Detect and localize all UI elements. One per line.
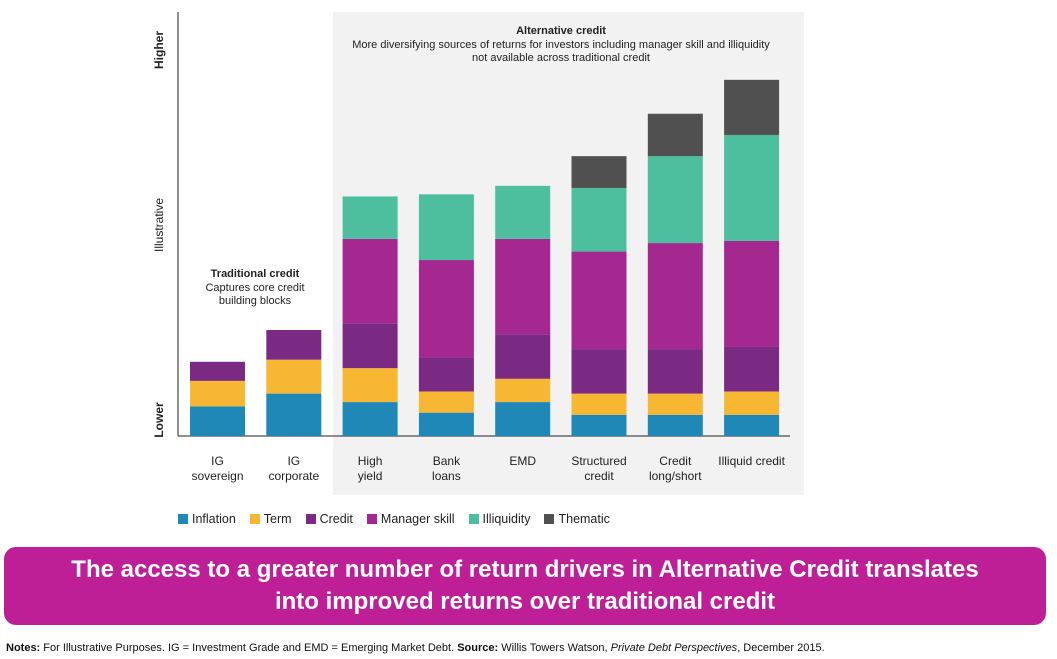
bar-segment-credit — [724, 346, 780, 392]
summary-banner: The access to a greater number of return… — [4, 547, 1046, 625]
x-tick-label: Credit — [659, 454, 692, 468]
banner-line-2: into improved returns over traditional c… — [274, 588, 776, 615]
bar-segment-term — [724, 391, 780, 415]
legend-label: Thematic — [558, 512, 610, 526]
y-axis-bottom-label: Lower — [152, 402, 166, 438]
bar-segment-credit — [571, 349, 627, 394]
legend-item: Thematic — [544, 512, 610, 526]
bar-segment-thematic — [724, 79, 780, 135]
notes-text-3: , December 2015. — [737, 642, 825, 654]
legend-label: Illiquidity — [482, 512, 531, 526]
legend-item: Manager skill — [366, 512, 455, 526]
x-tick-label: loans — [432, 469, 461, 483]
legend-label: Term — [263, 512, 292, 526]
notes-text-2: Willis Towers Watson, — [498, 642, 611, 654]
x-tick-label: credit — [584, 469, 614, 483]
publication-title: Private Debt Perspectives — [610, 642, 738, 654]
x-tick-label: corporate — [268, 469, 319, 483]
bar-segment-thematic — [647, 113, 703, 157]
legend-swatch — [544, 514, 555, 524]
legend-swatch — [178, 514, 188, 524]
source-label: Source: — [457, 642, 499, 654]
x-tick-label: sovereign — [191, 469, 243, 483]
bar-segment-illiquidity — [342, 196, 398, 239]
legend-label: Inflation — [192, 512, 236, 526]
bar-segment-manager-skill — [495, 238, 551, 335]
alternative-credit-description: More diversifying sources of returns for… — [352, 39, 770, 51]
bar-segment-illiquidity — [724, 134, 780, 241]
bar-segment-illiquidity — [418, 194, 474, 261]
chart-legend: Inflation Term Credit Manager skill Illiquid… — [178, 512, 624, 526]
bar-segment-term — [571, 393, 627, 415]
bar-segment-credit — [495, 334, 551, 379]
legend-swatch — [305, 514, 316, 524]
bar-segment-inflation — [266, 393, 322, 436]
x-tick-label: IG — [287, 454, 300, 468]
bar-segment-manager-skill — [647, 243, 703, 350]
y-axis-title: Illustrative — [152, 198, 166, 252]
bar-segment-credit — [342, 323, 398, 369]
legend-swatch — [468, 514, 479, 524]
legend-item: Inflation — [178, 512, 236, 526]
bar-segment-manager-skill — [724, 240, 780, 347]
bar-segment-inflation — [342, 402, 398, 436]
y-axis-top-label: Higher — [152, 31, 166, 69]
legend-swatch — [366, 514, 377, 524]
bar-segment-inflation — [418, 412, 474, 436]
bar-segment-term — [495, 378, 551, 403]
bar-segment-credit — [190, 361, 245, 381]
alternative-credit-description: not available across traditional credit — [472, 52, 650, 64]
x-tick-label: Structured — [571, 454, 626, 468]
legend-item: Credit — [305, 512, 353, 526]
x-tick-label: High — [358, 454, 383, 468]
traditional-credit-title: Traditional credit — [211, 268, 300, 280]
legend-item: Term — [249, 512, 292, 526]
x-tick-label: IG — [211, 454, 224, 468]
legend-label: Credit — [319, 512, 353, 526]
bar-segment-term — [190, 380, 245, 407]
bar-segment-inflation — [571, 414, 627, 436]
bar-segment-term — [342, 368, 398, 403]
bar-segment-inflation — [724, 414, 780, 436]
bar-segment-thematic — [571, 156, 627, 188]
bar-segment-credit — [418, 357, 474, 392]
legend-label: Manager skill — [380, 512, 455, 526]
legend-swatch — [249, 514, 260, 524]
bar-segment-inflation — [190, 406, 245, 436]
bar-segment-manager-skill — [418, 260, 474, 358]
alternative-credit-title: Alternative credit — [516, 25, 606, 37]
bar-segment-term — [418, 391, 474, 413]
legend-item: Illiquidity — [468, 512, 531, 526]
bar-segment-term — [647, 393, 703, 415]
x-tick-label: yield — [358, 469, 383, 483]
bar-segment-illiquidity — [495, 185, 551, 239]
bar-segment-term — [266, 359, 322, 394]
stacked-bar-chart: HigherIllustrativeLowerIGsovereignIGcorp… — [152, 12, 804, 495]
notes-label: Notes: — [6, 642, 41, 654]
traditional-credit-description: Captures core credit — [205, 282, 304, 294]
bar-segment-credit — [647, 349, 703, 394]
x-tick-label: Bank — [433, 454, 461, 468]
bar-segment-illiquidity — [571, 187, 627, 252]
notes-text-1: For Illustrative Purposes. IG = Investme… — [40, 642, 458, 654]
x-tick-label: EMD — [509, 454, 536, 468]
bar-segment-inflation — [647, 414, 703, 436]
bar-segment-credit — [266, 330, 322, 360]
bar-segment-manager-skill — [342, 238, 398, 324]
x-tick-label: long/short — [649, 469, 702, 483]
bar-segment-manager-skill — [571, 251, 627, 350]
bar-segment-illiquidity — [647, 156, 703, 244]
x-tick-label: Illiquid credit — [718, 454, 785, 468]
traditional-credit-description: building blocks — [219, 295, 292, 307]
banner-line-1: The access to a greater number of return… — [71, 556, 979, 583]
bar-segment-inflation — [495, 402, 551, 436]
footnote: Notes: For Illustrative Purposes. IG = I… — [6, 642, 825, 654]
